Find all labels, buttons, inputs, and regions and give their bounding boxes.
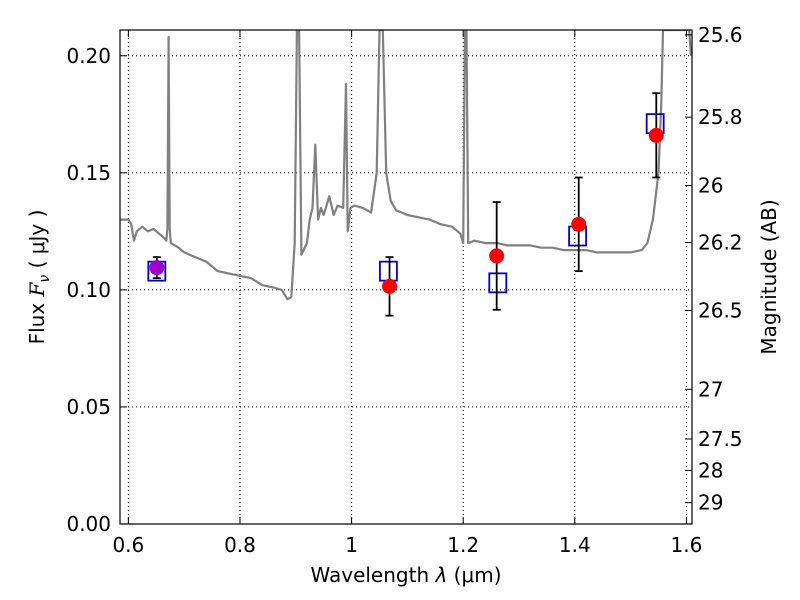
- y-tick-label: 0.15: [66, 161, 111, 185]
- photometry-series: [147, 92, 665, 317]
- x-tick-label: 0.8: [224, 533, 256, 557]
- y2-tick-label: 25.8: [698, 105, 743, 129]
- y-tick-label: 0.00: [66, 512, 111, 536]
- model-photometry-square: [379, 260, 398, 282]
- y-tick-label: 0.10: [66, 278, 111, 302]
- y2-axis-title: Magnitude (AB): [757, 199, 781, 354]
- y2-tick-label: 27: [698, 377, 723, 401]
- grid: [120, 30, 692, 525]
- observed-photometry-point: [149, 260, 165, 276]
- x-axis-title: Wavelength λ (μm): [310, 563, 501, 587]
- axes-frame: [119, 29, 693, 525]
- observed-photometry-point: [489, 248, 505, 264]
- y2-tick-label: 26.2: [698, 231, 743, 255]
- x-tick-label: 0.6: [112, 533, 144, 557]
- y2-tick-label: 29: [698, 491, 723, 515]
- y-tick-label: 0.05: [66, 395, 111, 419]
- observed-photometry-point: [382, 278, 398, 294]
- y2-tick-label: 26: [698, 174, 723, 198]
- x-tick-label: 1.2: [447, 533, 479, 557]
- plot-frame: [119, 29, 693, 525]
- x-tick-label: 1.6: [671, 533, 703, 557]
- y-tick-label: 0.20: [66, 44, 111, 68]
- model-photometry-square: [488, 272, 508, 294]
- observed-photometry-point: [648, 127, 664, 143]
- y2-tick-label: 25.6: [698, 23, 743, 47]
- x-tick-label: 1: [345, 533, 358, 557]
- y2-tick-label: 26.5: [698, 298, 743, 322]
- x-tick-label: 1.4: [559, 533, 591, 557]
- y-axis-title: Flux Fν ( μJy ): [25, 210, 53, 345]
- y2-tick-label: 27.5: [698, 427, 743, 451]
- observed-photometry-point: [571, 216, 587, 232]
- spectrum-series: [120, 30, 692, 301]
- axis-ticks: 0.6 0.8 1 1.2 1.4 1.6 0.00 0.05 0.10 0.15 0.20 25.6…: [66, 23, 742, 557]
- spectrum-line: [120, 30, 692, 301]
- y2-tick-label: 28: [698, 458, 723, 482]
